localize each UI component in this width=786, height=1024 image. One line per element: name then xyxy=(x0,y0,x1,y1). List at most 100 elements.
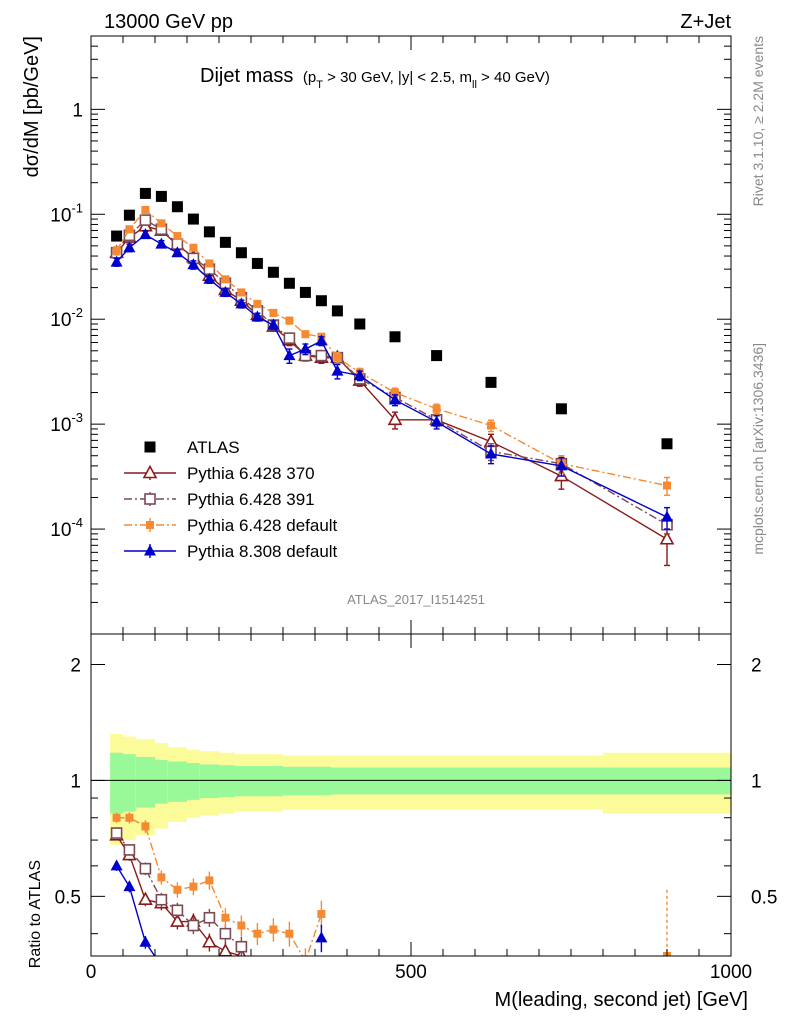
data-point xyxy=(299,286,311,298)
data-point xyxy=(315,295,327,307)
data-point xyxy=(155,237,168,249)
ratio-y-tick-label-right: 0.5 xyxy=(751,887,777,908)
data-point xyxy=(189,243,198,252)
legend-label: Pythia 6.428 default xyxy=(187,516,338,535)
ratio-point xyxy=(187,919,200,932)
ratio-y-tick-label-right: 1 xyxy=(751,771,762,792)
data-point xyxy=(283,349,296,361)
data-point xyxy=(123,241,136,253)
ratio-point xyxy=(171,975,183,986)
ratio-point xyxy=(139,935,152,947)
y-tick-label: 10-3 xyxy=(50,410,83,436)
ratio-point xyxy=(219,927,232,940)
data-point xyxy=(353,369,366,381)
ratio-point xyxy=(125,813,134,822)
ratio-point xyxy=(203,911,216,924)
x-tick-label: 1000 xyxy=(710,962,752,983)
legend-entry-p8_default: Pythia 8.308 default xyxy=(124,542,338,561)
band-inner xyxy=(267,766,283,797)
data-point xyxy=(125,225,134,234)
data-point xyxy=(333,353,342,362)
ratio-point xyxy=(202,934,217,948)
data-point xyxy=(173,232,182,241)
ratio-y-tick-label: 0.5 xyxy=(55,887,81,908)
legend-entry-ATLAS: ATLAS xyxy=(144,438,240,457)
ratio-point xyxy=(112,813,121,822)
data-point xyxy=(485,447,497,459)
ratio-series-p6_default xyxy=(112,812,326,956)
analysis-label: ATLAS_2017_I1514251 xyxy=(347,592,485,607)
data-point xyxy=(430,415,443,427)
band-inner xyxy=(283,766,299,796)
data-point xyxy=(315,334,328,346)
data-point xyxy=(661,510,673,522)
ratio-point xyxy=(205,876,214,885)
source-label: mcplots.cern.ch [arXiv:1306.3436] xyxy=(750,343,766,555)
data-point xyxy=(354,318,366,330)
y-axis-label-ratio: Ratio to ATLAS xyxy=(27,860,44,968)
data-point xyxy=(251,310,264,322)
legend-label: Pythia 6.428 370 xyxy=(187,464,315,483)
data-point xyxy=(203,272,216,284)
band-inner xyxy=(199,764,219,799)
y-tick-label: 10-1 xyxy=(50,200,83,226)
data-point xyxy=(221,275,230,284)
ratio-point xyxy=(237,921,246,930)
data-point xyxy=(555,459,568,471)
data-point xyxy=(123,209,135,221)
legend-marker xyxy=(142,464,158,479)
y-tick-label: 10-4 xyxy=(50,515,83,541)
data-point xyxy=(331,364,344,376)
ratio-point xyxy=(189,882,198,891)
x-axis-label: M(leading, second jet) [GeV] xyxy=(495,989,748,1011)
ratio-point xyxy=(157,873,166,882)
ratio-point xyxy=(218,943,233,956)
ratio-uncertainty-band xyxy=(91,733,731,845)
rivet-label: Rivet 3.1.10, ≥ 2.2M events xyxy=(750,36,766,206)
band-inner xyxy=(459,767,523,795)
data-point xyxy=(251,257,263,269)
data-point xyxy=(110,255,123,267)
ratio-point xyxy=(155,959,167,970)
band-inner xyxy=(299,766,315,796)
series-p8_default xyxy=(110,228,673,530)
legend-marker xyxy=(144,493,156,505)
plot-title-main: Dijet mass xyxy=(200,65,293,87)
ratio-line xyxy=(116,865,156,956)
energy-label: 13000 GeV pp xyxy=(104,11,233,33)
band-inner xyxy=(411,767,459,795)
band-inner xyxy=(331,767,347,795)
ratio-y-tick-label-right: 2 xyxy=(751,655,762,676)
ratio-y-tick-label: 1 xyxy=(70,771,81,792)
x-tick-label: 500 xyxy=(395,962,427,983)
ratio-axes: 0.5 0.5 1 1 2 2 0 500 1000 xyxy=(55,633,777,983)
data-point xyxy=(155,190,167,202)
data-point xyxy=(389,331,401,343)
data-point xyxy=(387,411,403,426)
legend-marker xyxy=(144,441,156,453)
band-inner xyxy=(347,767,379,795)
data-point xyxy=(487,421,495,430)
ratio-y-tick-label: 2 xyxy=(70,655,81,676)
ratio-point xyxy=(123,880,136,892)
data-point xyxy=(299,342,312,354)
legend: ATLAS Pythia 6.428 370 Pythia 6.428 391 Pyt… xyxy=(124,438,338,561)
data-point xyxy=(139,228,152,240)
data-point xyxy=(283,332,296,344)
data-point xyxy=(157,219,166,228)
ratio-point xyxy=(317,909,326,918)
data-point xyxy=(187,258,200,270)
ratio-plot-series xyxy=(109,812,671,986)
y-tick-label: 10-2 xyxy=(50,305,83,331)
ratio-point xyxy=(123,844,136,856)
ratio-point xyxy=(253,929,262,938)
data-point xyxy=(283,277,295,289)
band-inner xyxy=(523,767,603,795)
data-point xyxy=(139,214,152,226)
data-point xyxy=(112,246,121,255)
legend-marker xyxy=(144,544,156,556)
ratio-point xyxy=(110,859,123,871)
data-point xyxy=(253,299,262,308)
data-point xyxy=(219,285,232,297)
ratio-point xyxy=(138,891,153,906)
